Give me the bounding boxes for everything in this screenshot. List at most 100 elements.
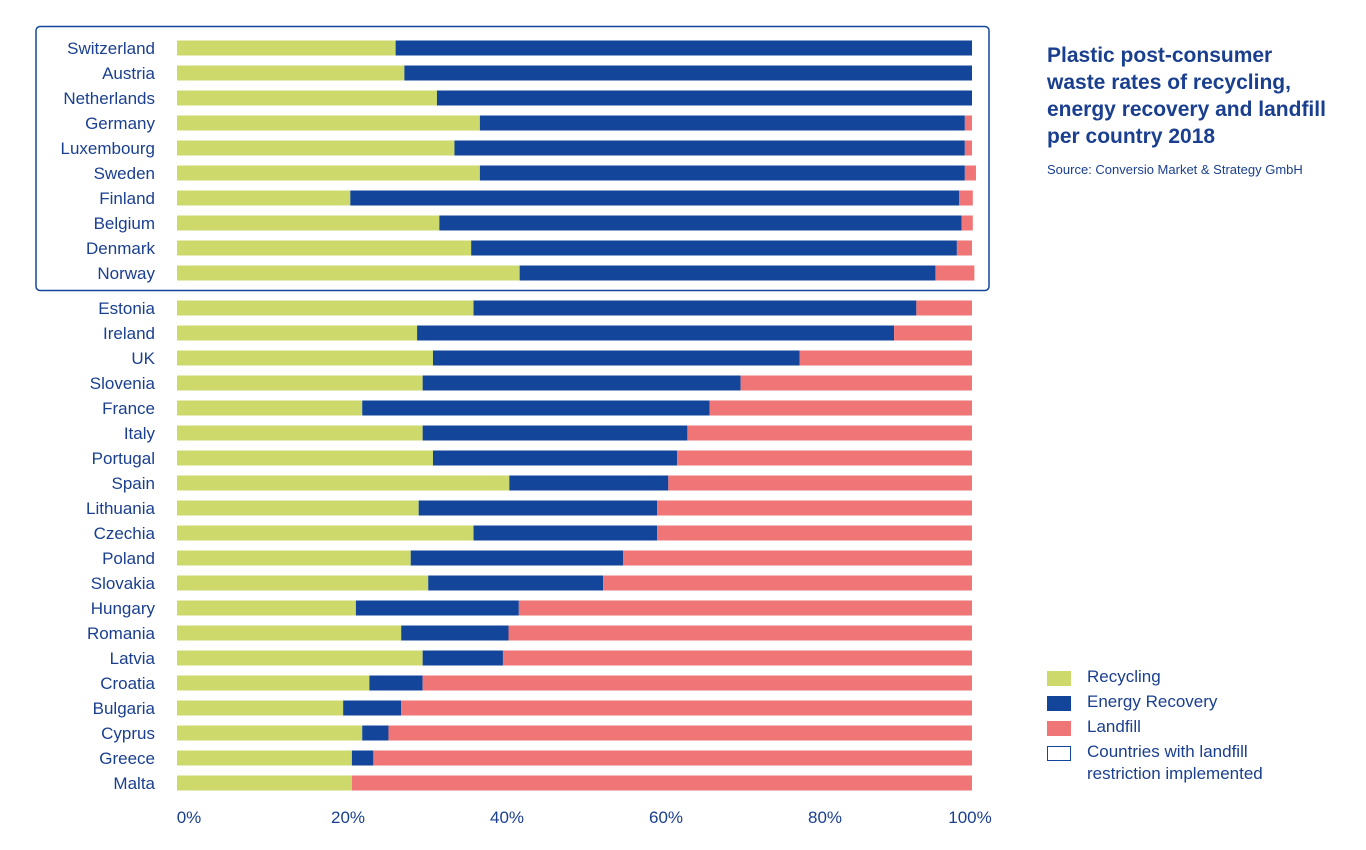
bar-malta-recycling <box>177 775 352 791</box>
bar-cyprus-landfill <box>388 725 973 741</box>
bar-slovenia-recycling <box>177 375 423 391</box>
restriction-group-box <box>35 25 990 292</box>
bar-hungary-energy-recovery <box>355 600 519 616</box>
x-tick-label: 40% <box>490 808 524 827</box>
bar-greece-landfill <box>373 750 972 766</box>
x-tick-label: 20% <box>331 808 365 827</box>
bar-croatia-recycling <box>177 675 370 691</box>
category-label-uk: UK <box>131 349 155 368</box>
category-label-malta: Malta <box>113 774 155 793</box>
bar-france-landfill <box>709 400 972 416</box>
bar-belgium-energy-recovery <box>439 215 962 231</box>
bar-denmark-energy-recovery <box>471 240 957 256</box>
category-label-france: France <box>102 399 155 418</box>
bar-netherlands-energy-recovery <box>436 90 973 106</box>
chart-title: Plastic post-consumer waste rates of rec… <box>1047 44 1326 148</box>
bar-switzerland-recycling <box>177 40 396 56</box>
bar-bulgaria-recycling <box>177 700 344 716</box>
bar-latvia-energy-recovery <box>422 650 503 666</box>
category-label-greece: Greece <box>99 749 155 768</box>
bar-lithuania-energy-recovery <box>418 500 658 516</box>
bar-greece-energy-recovery <box>351 750 374 766</box>
bar-portugal-energy-recovery <box>432 450 678 466</box>
bar-luxembourg-recycling <box>177 140 455 156</box>
bar-czechia-energy-recovery <box>473 525 658 541</box>
bar-lithuania-recycling <box>177 500 419 516</box>
bar-ireland-landfill <box>894 325 972 341</box>
bar-latvia-landfill <box>502 650 972 666</box>
bar-poland-energy-recovery <box>410 550 623 566</box>
bar-lithuania-landfill <box>657 500 972 516</box>
bar-netherlands-recycling <box>177 90 437 106</box>
category-label-finland: Finland <box>99 189 155 208</box>
legend-swatch-energy-recovery <box>1047 696 1071 711</box>
bar-slovakia-landfill <box>603 575 972 591</box>
category-label-czechia: Czechia <box>94 524 156 543</box>
bar-czechia-recycling <box>177 525 474 541</box>
legend-label-energy-recovery: Energy Recovery <box>1087 692 1218 711</box>
category-label-luxembourg: Luxembourg <box>60 139 155 158</box>
category-label-slovenia: Slovenia <box>90 374 156 393</box>
bar-denmark-recycling <box>177 240 472 256</box>
bar-sweden-recycling <box>177 165 480 181</box>
legend-item-recycling: Recycling <box>1047 666 1347 691</box>
bar-sweden-energy-recovery <box>479 165 965 181</box>
bar-romania-energy-recovery <box>401 625 509 641</box>
category-label-ireland: Ireland <box>103 324 155 343</box>
legend-swatch-landfill <box>1047 721 1071 736</box>
legend-label-restriction: Countries with landfill restriction impl… <box>1087 742 1263 783</box>
legend-label-recycling: Recycling <box>1087 667 1161 686</box>
category-label-poland: Poland <box>102 549 155 568</box>
category-label-switzerland: Switzerland <box>67 39 155 58</box>
category-label-romania: Romania <box>87 624 156 643</box>
bar-france-recycling <box>177 400 363 416</box>
bar-bulgaria-landfill <box>401 700 972 716</box>
legend-swatch-recycling <box>1047 671 1071 686</box>
category-label-croatia: Croatia <box>100 674 155 693</box>
bar-belgium-landfill <box>961 215 973 231</box>
bar-hungary-recycling <box>177 600 356 616</box>
category-label-austria: Austria <box>102 64 155 83</box>
legend-label-landfill: Landfill <box>1087 717 1141 736</box>
bar-spain-landfill <box>668 475 972 491</box>
bar-romania-landfill <box>508 625 972 641</box>
bar-finland-energy-recovery <box>350 190 960 206</box>
bar-slovenia-energy-recovery <box>422 375 741 391</box>
bar-uk-energy-recovery <box>432 350 800 366</box>
category-label-netherlands: Netherlands <box>63 89 155 108</box>
bar-belgium-recycling <box>177 215 440 231</box>
bar-norway-landfill <box>935 265 975 281</box>
bar-portugal-recycling <box>177 450 433 466</box>
x-tick-label: 0% <box>177 808 202 827</box>
bar-slovakia-energy-recovery <box>428 575 604 591</box>
bar-greece-recycling <box>177 750 352 766</box>
chart-source: Source: Conversio Market & Strategy GmbH <box>1047 162 1303 177</box>
legend-item-energy-recovery: Energy Recovery <box>1047 691 1347 716</box>
category-label-portugal: Portugal <box>92 449 155 468</box>
bar-czechia-landfill <box>657 525 972 541</box>
bar-uk-landfill <box>799 350 972 366</box>
category-label-spain: Spain <box>112 474 155 493</box>
legend-swatch-restriction <box>1047 746 1071 761</box>
bar-estonia-landfill <box>916 300 972 316</box>
bar-cyprus-energy-recovery <box>362 725 389 741</box>
bar-germany-landfill <box>964 115 972 131</box>
category-label-germany: Germany <box>85 114 155 133</box>
bar-malta-landfill <box>351 775 972 791</box>
bar-portugal-landfill <box>677 450 972 466</box>
bar-spain-recycling <box>177 475 510 491</box>
bar-italy-recycling <box>177 425 423 441</box>
bar-germany-energy-recovery <box>479 115 965 131</box>
bar-norway-energy-recovery <box>519 265 936 281</box>
bar-bulgaria-energy-recovery <box>343 700 402 716</box>
bar-luxembourg-energy-recovery <box>454 140 965 156</box>
bar-ireland-recycling <box>177 325 418 341</box>
bar-germany-recycling <box>177 115 480 131</box>
bar-finland-landfill <box>959 190 973 206</box>
bar-denmark-landfill <box>956 240 972 256</box>
bar-austria-energy-recovery <box>404 65 972 81</box>
bar-poland-recycling <box>177 550 411 566</box>
bar-luxembourg-landfill <box>964 140 972 156</box>
bar-finland-recycling <box>177 190 351 206</box>
